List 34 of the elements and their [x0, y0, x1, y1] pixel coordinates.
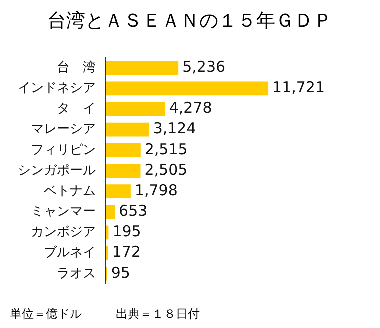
y-tick-label: シンガポール: [18, 163, 96, 178]
bar: [106, 184, 131, 199]
data-label: 5,236: [182, 58, 226, 76]
y-tick-label: インドネシア: [18, 81, 96, 96]
bar: [106, 61, 179, 76]
bar: [106, 205, 116, 220]
data-label: 195: [112, 222, 142, 241]
data-label: 3,124: [153, 120, 196, 138]
data-label: 1,798: [134, 181, 178, 200]
bar: [106, 143, 141, 158]
bar: [106, 82, 269, 96]
bar: [106, 164, 141, 178]
y-tick-label: タ イ: [57, 102, 96, 117]
data-label: 11,721: [272, 78, 326, 97]
y-tick-label: ラオス: [57, 266, 96, 282]
y-tick-label: 台 湾: [57, 59, 96, 76]
bar: [106, 122, 150, 137]
y-tick-label: マレーシア: [31, 122, 96, 138]
bar: [106, 102, 166, 116]
data-label: 2,515: [144, 140, 188, 158]
y-tick-label: ミャンマー: [31, 204, 96, 220]
y-tick-label: ベトナム: [44, 184, 96, 199]
y-tick-label: フィリピン: [31, 142, 96, 158]
bar: [106, 226, 109, 240]
y-tick-label: カンボジア: [31, 225, 96, 240]
y-tick-label: ブルネイ: [44, 246, 96, 261]
data-label: 4,278: [169, 99, 212, 118]
text: 単位＝億ドル: [10, 306, 82, 323]
source-note: 出典＝１８日付: [116, 306, 200, 323]
data-label: 2,505: [144, 160, 188, 179]
data-label: 653: [119, 202, 148, 220]
chart-title: 台湾とＡＳＥＡＮの１５年ＧＤＰ: [46, 9, 334, 34]
data-label: 95: [111, 264, 130, 282]
data-label: 172: [112, 243, 142, 262]
